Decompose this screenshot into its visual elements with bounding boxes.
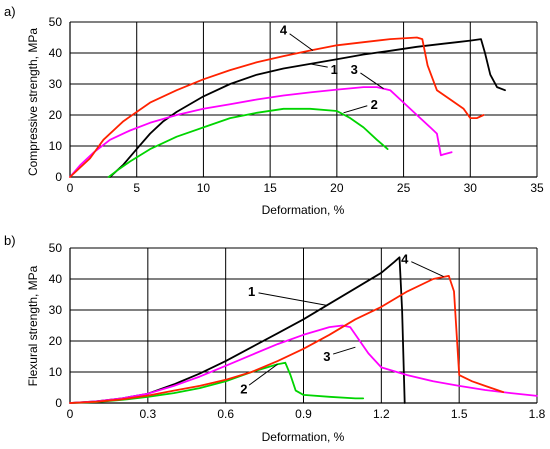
panel-b-x-tick-label: 0 — [67, 407, 74, 421]
panel-b-annotation-4-leader — [411, 261, 444, 277]
panel-a-x-tick-label: 10 — [197, 181, 211, 195]
panel-a-annotation-4-label: 4 — [280, 22, 288, 37]
panel-a-y-tick-label: 20 — [49, 108, 63, 122]
panel-a-series-1-line — [109, 38, 506, 178]
panel-a-x-tick-label: 20 — [330, 181, 344, 195]
panel-a-annotation-4-leader — [289, 33, 314, 51]
panel-a-x-tick-label: 0 — [67, 181, 74, 195]
panel-a-series-4-line — [69, 36, 485, 178]
panel-a-annotation-2-label: 2 — [371, 97, 378, 112]
panel-a-x-tick-label: 30 — [464, 181, 478, 195]
panel-a-x-tick-label: 25 — [397, 181, 411, 195]
panel-b-series-3-line — [69, 324, 538, 404]
panel-b-y-tick-label: 30 — [49, 303, 63, 317]
panel-a-plot-area: 0 5 10 15 20 25 30 35 0 10 20 30 40 50 4 1 3 2 — [49, 15, 544, 195]
panel-b-annotation-1-leader — [258, 292, 327, 306]
panel-a-annotation-1-label: 1 — [331, 62, 338, 77]
panel-b-label: b) — [4, 233, 16, 248]
panel-b-x-tick-label: 1.8 — [529, 407, 546, 421]
panel-a-y-axis-title: Compressive strength, MPa — [26, 28, 40, 176]
panel-b-x-tick-label: 1.5 — [451, 407, 468, 421]
panel-b-y-tick-label: 50 — [49, 241, 63, 255]
panel-a-y-tick-label: 50 — [49, 15, 63, 29]
panel-b-y-axis-title: Flexural strength, MPa — [26, 265, 40, 386]
panel-b-y-tick-label: 20 — [49, 334, 63, 348]
panel-a-series-2-line — [107, 107, 389, 178]
panel-a-annotation-3-leader — [360, 72, 384, 90]
panel-b-annotation-3-leader — [332, 346, 356, 355]
panel-b-plot-area: 0 0.3 0.6 0.9 1.2 1.5 1.8 0 10 20 30 40 50 1 4 3 2 — [49, 241, 546, 421]
panel-b-x-tick-label: 1.2 — [373, 407, 390, 421]
panel-a-series-3-line — [69, 86, 453, 178]
panel-b-x-tick-label: 0.3 — [139, 407, 156, 421]
panel-a-y-tick-label: 10 — [49, 139, 63, 153]
panel-b-x-tick-label: 0.9 — [295, 407, 312, 421]
panel-b-x-axis-title: Deformation, % — [262, 430, 345, 444]
panel-a-annotation-1-leader — [310, 63, 328, 68]
panel-b-annotation-4-label: 4 — [401, 252, 409, 267]
panel-a-annotation-2-leader — [343, 105, 368, 114]
panel-a-x-axis-title: Deformation, % — [262, 203, 345, 217]
panel-a-x-tick-label: 5 — [133, 181, 140, 195]
panel-b-annotation-2-leader — [248, 363, 278, 386]
panel-b-y-tick-label: 0 — [55, 396, 62, 410]
panel-a-y-tick-label: 30 — [49, 77, 63, 91]
panel-a-y-tick-label: 40 — [49, 46, 63, 60]
panel-b-y-tick-label: 40 — [49, 272, 63, 286]
panel-b-y-tick-label: 10 — [49, 365, 63, 379]
panel-b-series-4-line — [69, 274, 505, 404]
panel-a-x-tick-label: 15 — [263, 181, 277, 195]
panel-b-annotation-3-label: 3 — [323, 349, 330, 364]
panel-a-compressive-chart: a) 0 5 10 15 20 25 30 35 0 10 20 30 40 50 4 1 3 2 Deforma… — [4, 4, 544, 217]
panel-b-flexural-chart: b) 0 0.3 0.6 0.9 1.2 1.5 1.8 0 10 20 30 40 50 1 4 3 2 De… — [4, 233, 546, 444]
panel-b-annotation-2-label: 2 — [240, 382, 247, 397]
panel-a-y-tick-label: 0 — [55, 170, 62, 184]
panel-b-annotation-1-label: 1 — [248, 284, 255, 299]
panel-b-x-tick-label: 0.6 — [217, 407, 234, 421]
panel-a-x-tick-label: 35 — [530, 181, 544, 195]
panel-a-annotation-3-label: 3 — [351, 62, 358, 77]
panel-a-label: a) — [4, 4, 16, 19]
